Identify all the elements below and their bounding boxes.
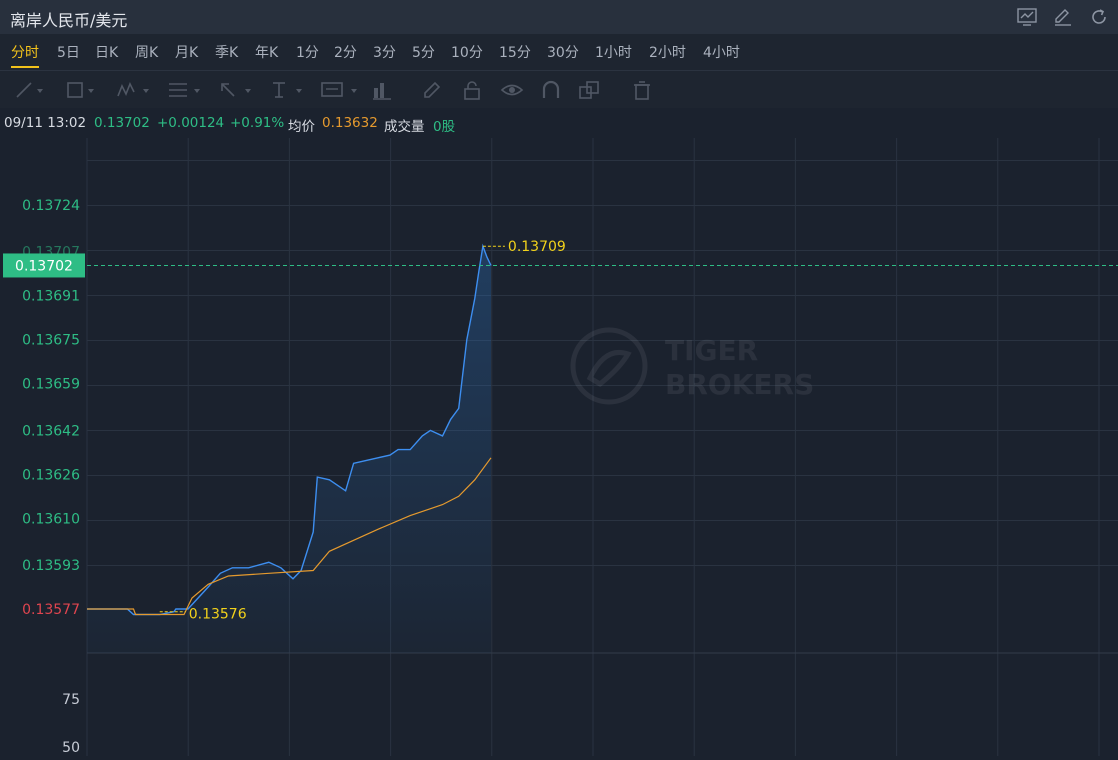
tab-period-2[interactable]: 日K [95,45,119,61]
price-series [87,243,1118,653]
y-tick-label: 0.13724 [22,198,80,214]
drawing-toolbar [0,71,1118,109]
watermark-text-line2: BROKERS [665,368,814,401]
current-price-badge [3,253,85,278]
refresh-icon[interactable] [1088,6,1110,28]
chart-grid [86,138,1118,756]
line-tool-icon[interactable] [14,80,44,100]
axis-labels: 0.137240.137070.136910.136750.136590.136… [3,198,566,756]
volume-label: 成交量 [384,119,425,135]
eye-icon[interactable] [500,80,524,100]
y-tick-label: 0.13659 [22,377,80,393]
y-tick-label: 0.13610 [22,511,80,527]
tab-period-6[interactable]: 年K [255,45,279,61]
note-tool-icon[interactable] [320,80,358,100]
chart-settings-icon[interactable] [1016,6,1038,28]
tab-period-3[interactable]: 周K [135,45,159,61]
tab-period-10[interactable]: 5分 [412,45,435,61]
title-bar: 离岸人民币/美元 [0,0,1118,34]
quote-info-bar: 09/11 13:02 0.13702 +0.00124 +0.91% 均价 0… [0,108,1118,138]
tab-period-8[interactable]: 2分 [334,45,357,61]
avg-price-value: 0.13632 [322,115,378,131]
current-price-label: 0.13702 [15,258,73,274]
tab-period-14[interactable]: 1小时 [595,45,632,61]
tab-period-7[interactable]: 1分 [296,45,319,61]
tab-period-0[interactable]: 分时 [11,42,39,68]
tab-period-5[interactable]: 季K [215,45,239,61]
rect-tool-icon[interactable] [65,80,95,100]
lock-icon[interactable] [462,80,484,100]
tab-period-15[interactable]: 2小时 [649,45,686,61]
high-marker-label: 0.13709 [508,239,566,255]
tab-period-12[interactable]: 15分 [499,45,531,61]
avg-price-label: 均价 [288,119,315,135]
price-line [87,243,492,616]
tab-period-4[interactable]: 月K [175,45,199,61]
y-tick-label: 0.13626 [22,467,80,483]
tab-period-13[interactable]: 30分 [547,45,579,61]
avg-price-line [87,457,492,616]
pattern-tool-icon[interactable] [116,80,150,100]
watermark-logo: TIGER BROKERS [570,327,814,405]
volume-tick-label: 75 [62,692,80,708]
layers-icon[interactable] [578,80,602,100]
edit-icon[interactable] [1052,6,1074,28]
y-tick-label: 0.13691 [22,289,80,305]
trash-icon[interactable] [631,80,653,100]
period-tabs: 分时 5日 日K 周K 月K 季K 年K 1分 2分 3分 5分 10分 15分… [0,34,1118,71]
pen-tool-icon[interactable] [422,80,444,100]
y-tick-label: 0.13577 [22,602,80,618]
low-marker-label: 0.13576 [189,607,247,623]
tab-period-1[interactable]: 5日 [57,45,80,61]
instrument-title: 离岸人民币/美元 [10,11,128,30]
tab-period-11[interactable]: 10分 [451,45,483,61]
quote-price: 0.13702 [94,115,150,131]
text-tool-icon[interactable] [269,80,303,100]
y-tick-label: 0.13642 [22,423,80,439]
tab-period-16[interactable]: 4小时 [703,45,740,61]
y-tick-label: 0.13675 [22,333,80,349]
watermark-text-line1: TIGER [665,334,758,367]
volume-value: 0股 [433,119,456,135]
intraday-chart[interactable]: TIGER BROKERS 0.13724 0.13707 0.13691 0.136… [0,138,1118,756]
magnet-icon[interactable] [540,80,562,100]
quote-datetime: 09/11 13:02 [4,115,87,131]
fib-tool-icon[interactable] [167,80,201,100]
quote-change-pct: +0.91% [230,115,285,131]
y-tick-label: 0.13593 [22,558,80,574]
arrow-tool-icon[interactable] [218,80,252,100]
measure-tool-icon[interactable] [371,80,393,100]
volume-tick-label: 50 [62,740,80,756]
quote-change: +0.00124 [157,115,225,131]
price-area [87,246,491,653]
tab-period-9[interactable]: 3分 [373,45,396,61]
